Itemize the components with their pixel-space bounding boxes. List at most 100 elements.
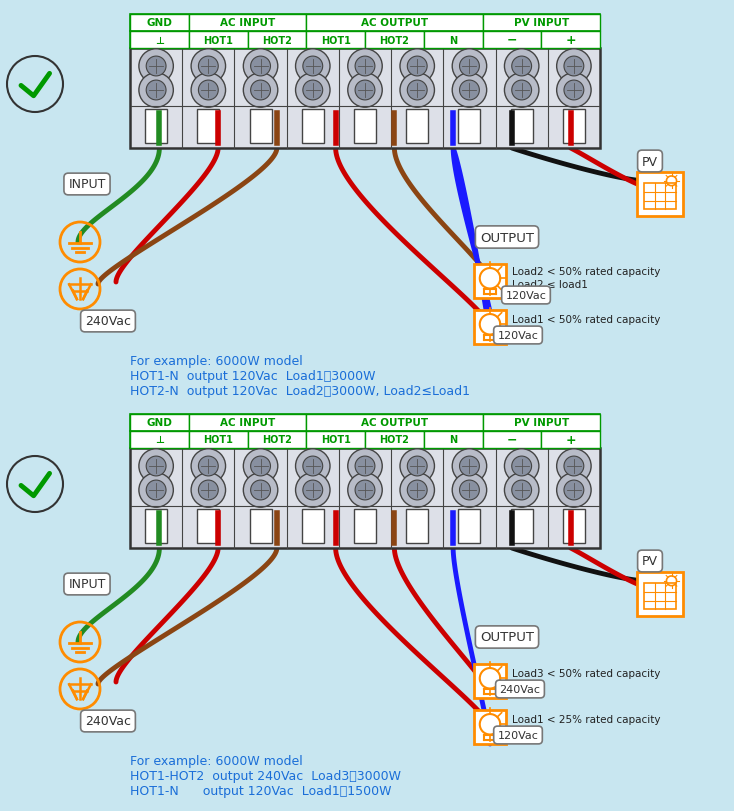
Circle shape [504, 449, 539, 483]
FancyBboxPatch shape [130, 431, 189, 448]
Text: For example: 6000W model: For example: 6000W model [130, 754, 302, 767]
Circle shape [191, 49, 225, 84]
Text: AC OUTPUT: AC OUTPUT [361, 19, 428, 28]
Circle shape [407, 480, 427, 500]
Circle shape [459, 457, 479, 476]
FancyBboxPatch shape [541, 32, 600, 49]
Circle shape [512, 457, 531, 476]
Circle shape [504, 74, 539, 108]
Text: N: N [449, 36, 457, 45]
Circle shape [355, 57, 375, 77]
Circle shape [191, 473, 225, 508]
Circle shape [139, 449, 173, 483]
Text: HOT2-N  output 120Vac  Load2＜3000W, Load2≤Load1: HOT2-N output 120Vac Load2＜3000W, Load2≤… [130, 384, 470, 397]
Circle shape [244, 74, 277, 108]
Text: HOT1-N      output 120Vac  Load1＜1500W: HOT1-N output 120Vac Load1＜1500W [130, 784, 391, 797]
FancyBboxPatch shape [145, 509, 167, 543]
Text: HOT2: HOT2 [262, 36, 292, 45]
Circle shape [296, 473, 330, 508]
Text: PV: PV [642, 156, 658, 169]
Text: Load2 < 50% rated capacity: Load2 < 50% rated capacity [512, 267, 661, 277]
Circle shape [452, 74, 487, 108]
FancyBboxPatch shape [130, 32, 600, 49]
Circle shape [348, 473, 382, 508]
FancyBboxPatch shape [406, 109, 428, 144]
FancyBboxPatch shape [130, 49, 600, 148]
Circle shape [452, 449, 487, 483]
Circle shape [564, 457, 584, 476]
Circle shape [146, 81, 166, 101]
Text: OUTPUT: OUTPUT [480, 231, 534, 244]
Circle shape [452, 473, 487, 508]
Circle shape [191, 449, 225, 483]
Text: HOT1-N  output 120Vac  Load1＜3000W: HOT1-N output 120Vac Load1＜3000W [130, 370, 376, 383]
FancyBboxPatch shape [130, 414, 600, 431]
FancyBboxPatch shape [189, 431, 247, 448]
Text: OUTPUT: OUTPUT [480, 631, 534, 644]
Text: Load1 < 50% rated capacity: Load1 < 50% rated capacity [512, 315, 661, 324]
Text: N: N [449, 435, 457, 445]
Text: PV INPUT: PV INPUT [514, 19, 569, 28]
FancyBboxPatch shape [459, 109, 481, 144]
FancyBboxPatch shape [511, 109, 533, 144]
Circle shape [303, 57, 323, 77]
FancyBboxPatch shape [197, 509, 219, 543]
FancyBboxPatch shape [145, 109, 167, 144]
Text: Load2 ≤ load1: Load2 ≤ load1 [512, 280, 588, 290]
Circle shape [355, 457, 375, 476]
Text: For example: 6000W model: For example: 6000W model [130, 354, 302, 367]
FancyBboxPatch shape [482, 431, 541, 448]
FancyBboxPatch shape [511, 509, 533, 543]
FancyBboxPatch shape [130, 32, 189, 49]
Circle shape [198, 457, 218, 476]
Circle shape [139, 473, 173, 508]
Circle shape [303, 81, 323, 101]
FancyBboxPatch shape [130, 15, 189, 32]
Circle shape [146, 480, 166, 500]
Text: 120Vac: 120Vac [498, 331, 539, 341]
Circle shape [355, 480, 375, 500]
Text: 240Vac: 240Vac [85, 714, 131, 727]
Text: HOT1: HOT1 [203, 435, 233, 445]
Circle shape [556, 449, 591, 483]
FancyBboxPatch shape [474, 710, 506, 744]
Circle shape [556, 74, 591, 108]
Text: HOT2: HOT2 [262, 435, 292, 445]
Circle shape [459, 480, 479, 500]
Circle shape [348, 74, 382, 108]
Circle shape [400, 473, 435, 508]
FancyBboxPatch shape [250, 509, 272, 543]
Circle shape [244, 473, 277, 508]
FancyBboxPatch shape [637, 173, 683, 217]
Circle shape [250, 57, 270, 77]
Circle shape [564, 81, 584, 101]
Circle shape [198, 57, 218, 77]
Circle shape [400, 49, 435, 84]
FancyBboxPatch shape [247, 431, 306, 448]
Text: 120Vac: 120Vac [498, 730, 539, 740]
Circle shape [512, 81, 531, 101]
FancyBboxPatch shape [365, 32, 424, 49]
Circle shape [146, 457, 166, 476]
FancyBboxPatch shape [130, 414, 189, 431]
Circle shape [400, 74, 435, 108]
FancyBboxPatch shape [541, 431, 600, 448]
Circle shape [348, 49, 382, 84]
Circle shape [296, 74, 330, 108]
FancyBboxPatch shape [189, 15, 306, 32]
Text: +: + [565, 34, 576, 47]
Text: HOT1: HOT1 [321, 36, 351, 45]
Text: ⊥: ⊥ [155, 36, 164, 45]
FancyBboxPatch shape [563, 109, 585, 144]
Circle shape [250, 457, 270, 476]
Circle shape [139, 74, 173, 108]
Circle shape [303, 457, 323, 476]
Text: HOT1-HOT2  output 240Vac  Load3＜3000W: HOT1-HOT2 output 240Vac Load3＜3000W [130, 769, 401, 782]
Text: HOT2: HOT2 [379, 36, 410, 45]
Text: −: − [506, 433, 517, 446]
Circle shape [244, 449, 277, 483]
Circle shape [564, 57, 584, 77]
FancyBboxPatch shape [424, 32, 482, 49]
Circle shape [504, 49, 539, 84]
FancyBboxPatch shape [365, 431, 424, 448]
